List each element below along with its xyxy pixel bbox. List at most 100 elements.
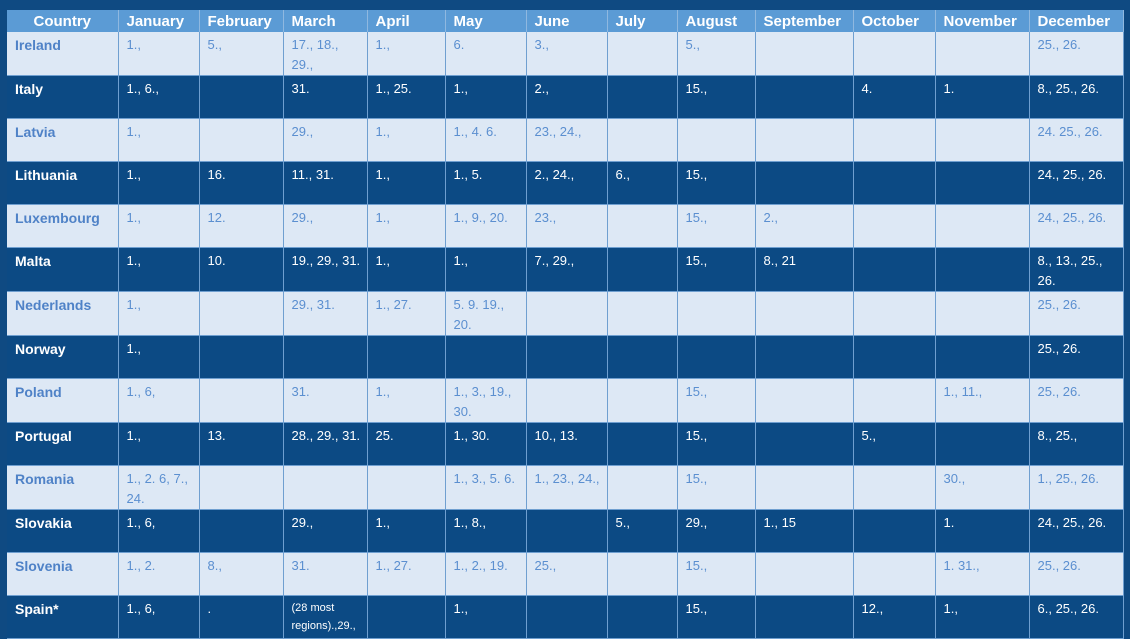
holiday-cell-march — [283, 465, 368, 510]
holiday-cell-july — [607, 32, 678, 76]
holiday-cell-february: 5., — [199, 32, 284, 76]
holiday-cell-july — [607, 291, 678, 336]
holiday-cell-october — [853, 247, 936, 292]
holiday-cell-october — [853, 204, 936, 248]
holiday-cell-august: 5., — [677, 32, 756, 76]
holiday-cell-october — [853, 291, 936, 336]
holiday-cell-march: 29., — [283, 509, 368, 553]
holiday-cell-january: 1., 2. 6, 7., 24. — [118, 465, 200, 510]
column-header-december: December — [1029, 10, 1124, 32]
holiday-cell-october — [853, 509, 936, 553]
holiday-cell-june: 23., 24., — [526, 118, 608, 162]
holiday-cell-august: 15., — [677, 75, 756, 119]
holiday-cell-september — [755, 422, 854, 466]
holiday-cell-october — [853, 465, 936, 510]
holiday-cell-april — [367, 335, 446, 379]
holiday-cell-september — [755, 335, 854, 379]
holiday-cell-november — [935, 422, 1030, 466]
holiday-cell-october: 4. — [853, 75, 936, 119]
holiday-cell-december: 6., 25., 26. — [1029, 595, 1124, 639]
holiday-cell-january: 1., 6, — [118, 595, 200, 639]
table-row: Ireland 1., 5., 17., 18., 29., 1., 6. 3., 5., 25… — [7, 32, 1124, 76]
holiday-cell-august: 15., — [677, 378, 756, 423]
holiday-cell-december: 25., 26. — [1029, 552, 1124, 596]
holiday-cell-december: 25., 26. — [1029, 291, 1124, 336]
holiday-cell-july — [607, 118, 678, 162]
holiday-cell-february — [199, 465, 284, 510]
holiday-cell-march: 29., — [283, 118, 368, 162]
holiday-cell-january: 1., 6., — [118, 75, 200, 119]
holiday-cell-july — [607, 335, 678, 379]
column-header-april: April — [367, 10, 446, 32]
table-row: Lithuania 1., 16. 11., 31. 1., 1., 5. 2., 24.,… — [7, 161, 1124, 205]
holiday-cell-june — [526, 595, 608, 639]
holiday-cell-february: 16. — [199, 161, 284, 205]
table-row: Slovakia 1., 6, 29., 1., 1., 8., 5., 29., 1., 1… — [7, 509, 1124, 553]
holiday-cell-july — [607, 465, 678, 510]
holiday-cell-december: 24., 25., 26. — [1029, 161, 1124, 205]
table-row: Norway 1., 25., 26. — [7, 335, 1124, 379]
holiday-cell-july: 6., — [607, 161, 678, 205]
holiday-cell-february — [199, 75, 284, 119]
holiday-cell-november — [935, 204, 1030, 248]
column-header-february: February — [199, 10, 284, 32]
country-cell: Nederlands — [7, 291, 119, 336]
holiday-cell-july — [607, 204, 678, 248]
column-header-june: June — [526, 10, 608, 32]
holiday-cell-december: 8., 25., — [1029, 422, 1124, 466]
column-header-august: August — [677, 10, 756, 32]
country-cell: Lithuania — [7, 161, 119, 205]
holiday-cell-may: 1., 3., 19., 30. — [445, 378, 527, 423]
holiday-cell-october — [853, 161, 936, 205]
holiday-cell-june — [526, 378, 608, 423]
holiday-cell-february: . — [199, 595, 284, 639]
holiday-cell-july — [607, 552, 678, 596]
country-cell: Italy — [7, 75, 119, 119]
table-row: Latvia 1., 29., 1., 1., 4. 6. 23., 24., 24. 25… — [7, 118, 1124, 162]
holiday-cell-december: 8., 25., 26. — [1029, 75, 1124, 119]
table-row: Slovenia 1., 2. 8., 31. 1., 27. 1., 2., 19. 25… — [7, 552, 1124, 596]
holiday-cell-may — [445, 335, 527, 379]
holiday-cell-may: 6. — [445, 32, 527, 76]
public-holidays-table: Country January February March April May June J… — [7, 10, 1124, 639]
holiday-cell-september — [755, 118, 854, 162]
holiday-cell-august: 15., — [677, 247, 756, 292]
holiday-cell-march: 28., 29., 31. — [283, 422, 368, 466]
holiday-cell-september — [755, 291, 854, 336]
holiday-cell-april — [367, 595, 446, 639]
column-header-october: October — [853, 10, 936, 32]
holiday-cell-october — [853, 552, 936, 596]
holiday-cell-april: 1., — [367, 247, 446, 292]
holiday-cell-may: 1., 9., 20. — [445, 204, 527, 248]
holiday-cell-november: 30., — [935, 465, 1030, 510]
holiday-cell-march: 29., 31. — [283, 291, 368, 336]
holiday-cell-april: 1., 27. — [367, 552, 446, 596]
holiday-cell-december: 25., 26. — [1029, 32, 1124, 76]
holiday-cell-march: 19., 29., 31. — [283, 247, 368, 292]
holiday-cell-october — [853, 335, 936, 379]
holiday-cell-january: 1., — [118, 204, 200, 248]
holiday-cell-may: 1., — [445, 595, 527, 639]
holiday-cell-may: 1., 30. — [445, 422, 527, 466]
holiday-cell-november — [935, 247, 1030, 292]
holiday-cell-july — [607, 595, 678, 639]
holiday-cell-april: 25. — [367, 422, 446, 466]
holiday-cell-september — [755, 552, 854, 596]
holiday-cell-january: 1., — [118, 32, 200, 76]
holiday-cell-december: 25., 26. — [1029, 335, 1124, 379]
country-cell: Spain* — [7, 595, 119, 639]
holiday-cell-february — [199, 291, 284, 336]
holiday-cell-august: 15., — [677, 465, 756, 510]
column-header-march: March — [283, 10, 368, 32]
holiday-cell-november — [935, 291, 1030, 336]
holiday-cell-january: 1., — [118, 335, 200, 379]
holiday-cell-may: 1., — [445, 75, 527, 119]
table-row: Malta 1., 10. 19., 29., 31. 1., 1., 7., 29., 15… — [7, 247, 1124, 292]
holiday-cell-january: 1., 2. — [118, 552, 200, 596]
column-header-country: Country — [7, 10, 119, 32]
holiday-cell-december: 8., 13., 25., 26. — [1029, 247, 1124, 292]
holiday-cell-april: 1., — [367, 118, 446, 162]
holiday-cell-april: 1., — [367, 161, 446, 205]
country-cell: Poland — [7, 378, 119, 423]
